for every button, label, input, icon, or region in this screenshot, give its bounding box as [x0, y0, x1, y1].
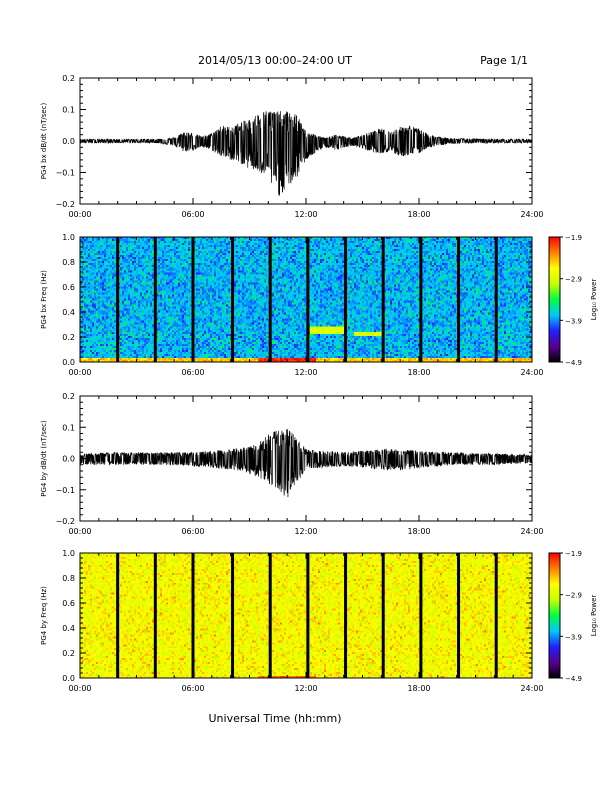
x-tick-label: 06:00 — [181, 684, 204, 693]
panels: 00:00 06:00 12:00 18:00 24:00 −0.2 −0.1 0.0 0.1 0… — [40, 74, 598, 693]
y-tick-label: 1.0 — [62, 233, 75, 242]
data-series-trace — [80, 429, 532, 498]
y-tick-label: 1.0 — [62, 549, 75, 558]
data-gap-bar — [191, 553, 195, 678]
data-gap-bar — [494, 553, 498, 678]
data-gap-bar — [116, 553, 120, 678]
y-tick-label: 0.4 — [62, 624, 75, 633]
x-tick-label: 12:00 — [294, 210, 317, 219]
colorbar-label: Log₁₀ Power — [590, 595, 598, 637]
x-tick-label: 18:00 — [407, 527, 430, 536]
spectrogram-image — [80, 553, 532, 678]
y-tick-label: 0.8 — [62, 258, 75, 267]
y-tick-label: 0.4 — [62, 308, 75, 317]
x-tick-label: 18:00 — [407, 684, 430, 693]
data-gap-bar — [153, 237, 157, 362]
panel-4: −1.9 −2.9 −3.9 −4.9 Log₁₀ Power 00:00 06:00 12:… — [40, 549, 598, 693]
data-gap-bar — [419, 553, 423, 678]
y-tick-label: 0.0 — [62, 674, 75, 683]
x-tick-label: 00:00 — [68, 527, 91, 536]
y-tick-label: 0.2 — [62, 392, 75, 401]
y-axis-label: PG4 bx Freq (Hz) — [40, 270, 48, 329]
x-tick-label: 12:00 — [294, 684, 317, 693]
x-tick-label: 00:00 — [68, 368, 91, 377]
y-tick-label: −0.1 — [56, 486, 75, 495]
colorbar-tick-label: −1.9 — [565, 550, 582, 558]
panel-3: 00:00 06:00 12:00 18:00 24:00 −0.2 −0.1 0.0 0.1 0… — [40, 392, 544, 536]
data-gap-bar — [153, 553, 157, 678]
x-tick-label: 18:00 — [407, 368, 430, 377]
x-tick-label: 12:00 — [294, 368, 317, 377]
x-tick-label: 24:00 — [520, 210, 543, 219]
x-axis-title: Universal Time (hh:mm) — [209, 712, 342, 725]
data-gap-bar — [268, 553, 272, 678]
colorbar-tick-label: −2.9 — [565, 276, 582, 284]
colorbar-label: Log₁₀ Power — [590, 279, 598, 321]
y-tick-label: −0.2 — [56, 517, 75, 526]
x-tick-label: 24:00 — [520, 527, 543, 536]
x-tick-label: 00:00 — [68, 684, 91, 693]
y-axis-label: PG4 bx dB/dt (nT/sec) — [40, 102, 48, 179]
colorbar-tick-label: −4.9 — [565, 675, 582, 683]
x-tick-label: 00:00 — [68, 210, 91, 219]
spectrogram-image — [80, 237, 532, 362]
data-gap-bar — [457, 237, 461, 362]
panel-2: −1.9 −2.9 −3.9 −4.9 Log₁₀ Power 00:00 06:00 12:… — [40, 233, 598, 377]
page-indicator: Page 1/1 — [480, 54, 528, 67]
data-gap-bar — [231, 553, 235, 678]
y-tick-label: −0.1 — [56, 169, 75, 178]
x-tick-label: 24:00 — [520, 684, 543, 693]
x-tick-label: 06:00 — [181, 210, 204, 219]
x-tick-label: 06:00 — [181, 527, 204, 536]
y-tick-label: 0.2 — [62, 333, 75, 342]
panel-1: 00:00 06:00 12:00 18:00 24:00 −0.2 −0.1 0.0 0.1 0… — [40, 74, 544, 219]
x-tick-label: 18:00 — [407, 210, 430, 219]
colorbar-tick-label: −3.9 — [565, 317, 582, 325]
data-gap-bar — [381, 553, 385, 678]
colorbar — [548, 236, 561, 363]
data-gap-bar — [419, 237, 423, 362]
y-axis-label: PG4 by Freq (Hz) — [40, 586, 48, 645]
colorbar-tick-label: −1.9 — [565, 234, 582, 242]
y-tick-label: 0.2 — [62, 74, 75, 83]
colorbar-tick-label: −3.9 — [565, 633, 582, 641]
y-tick-label: 0.6 — [62, 283, 75, 292]
y-tick-label: 0.6 — [62, 599, 75, 608]
data-gap-bar — [116, 237, 120, 362]
figure-title: 2014/05/13 00:00–24:00 UT — [198, 54, 352, 67]
colorbar-tick-label: −4.9 — [565, 359, 582, 367]
x-tick-label: 24:00 — [520, 368, 543, 377]
data-gap-bar — [306, 553, 310, 678]
data-gap-bar — [494, 237, 498, 362]
y-tick-label: 0.0 — [62, 137, 75, 146]
data-gap-bar — [268, 237, 272, 362]
y-tick-label: −0.2 — [56, 200, 75, 209]
y-axis-label: PG4 by dB/dt (nT/sec) — [40, 420, 48, 497]
x-tick-label: 12:00 — [294, 527, 317, 536]
y-tick-label: 0.1 — [62, 423, 75, 432]
y-tick-label: 0.2 — [62, 649, 75, 658]
data-gap-bar — [344, 237, 348, 362]
y-tick-label: 0.0 — [62, 358, 75, 367]
data-gap-bar — [231, 237, 235, 362]
colorbar — [548, 552, 561, 679]
colorbar-tick-label: −2.9 — [565, 592, 582, 600]
data-gap-bar — [457, 553, 461, 678]
data-series-trace — [80, 111, 532, 197]
y-tick-label: 0.0 — [62, 455, 75, 464]
data-gap-bar — [381, 237, 385, 362]
y-tick-label: 0.8 — [62, 574, 75, 583]
data-gap-bar — [306, 237, 310, 362]
y-tick-label: 0.1 — [62, 106, 75, 115]
data-gap-bar — [191, 237, 195, 362]
data-gap-bar — [344, 553, 348, 678]
x-tick-label: 06:00 — [181, 368, 204, 377]
